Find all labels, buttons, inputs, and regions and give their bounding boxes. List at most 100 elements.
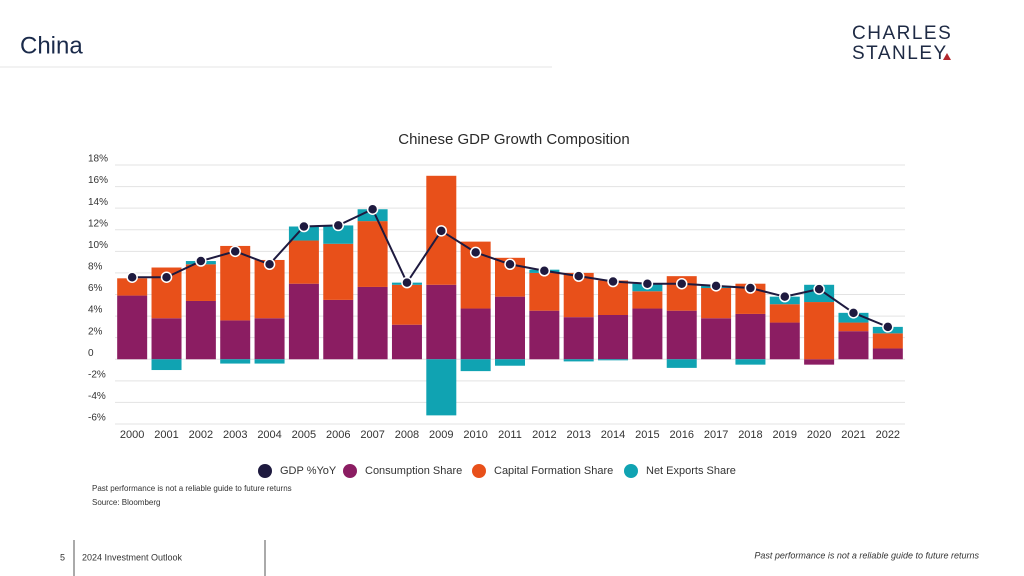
gdp-point (710, 280, 722, 292)
bar-segment (323, 243, 354, 300)
x-tick-label: 2013 (566, 429, 590, 441)
gdp-point (195, 255, 207, 267)
bar-segment (117, 295, 148, 360)
legend-label: Net Exports Share (646, 465, 736, 477)
bar-segment (838, 331, 869, 360)
bar-segment (872, 348, 903, 360)
bar-segment (220, 245, 251, 321)
legend-label: Consumption Share (365, 465, 462, 477)
bar-segment (495, 359, 525, 366)
bar-segment (598, 315, 629, 360)
footer-disclaimer: Past performance is not a reliable guide… (754, 550, 979, 560)
bar-segment (804, 359, 835, 365)
bar-segment (495, 296, 525, 360)
logo-line: STANLEY (852, 43, 948, 64)
gdp-point (882, 321, 894, 333)
bar-segment (357, 286, 388, 360)
gdp-point (160, 271, 173, 283)
x-tick-label: 2005 (292, 429, 316, 441)
bar-segment (735, 313, 766, 360)
legend-swatch (343, 464, 357, 478)
bar-segment (254, 318, 285, 360)
page-number: 5 (60, 552, 65, 562)
chart-note: Source: Bloomberg (92, 498, 160, 507)
bar-segment (804, 302, 835, 360)
gdp-point (263, 258, 276, 271)
x-tick-label: 2015 (635, 429, 659, 441)
x-tick-label: 2000 (120, 429, 144, 441)
bar-segment (666, 310, 697, 360)
x-tick-label: 2007 (360, 429, 384, 441)
gdp-point (298, 220, 310, 233)
bar-segment (563, 317, 594, 360)
y-tick-label: -2% (88, 369, 106, 380)
legend-label: GDP %YoY (280, 465, 337, 477)
y-tick-label: -6% (88, 413, 106, 424)
y-tick-label: 8% (88, 262, 103, 273)
x-tick-label: 2021 (841, 429, 865, 441)
x-tick-label: 2001 (154, 429, 178, 441)
x-tick-label: 2009 (429, 429, 453, 441)
gdp-point (229, 245, 241, 258)
bar-segment (426, 359, 457, 416)
gdp-point (332, 219, 345, 232)
y-tick-label: 12% (88, 218, 108, 229)
bar-segment (701, 318, 732, 360)
x-tick-label: 2002 (189, 429, 213, 441)
bar-segment (529, 310, 560, 360)
bar-segment (151, 318, 182, 360)
y-tick-label: 6% (88, 283, 103, 294)
legend-swatch (624, 464, 638, 478)
x-tick-label: 2003 (223, 429, 247, 441)
bar-segment (769, 322, 800, 360)
x-tick-label: 2020 (807, 429, 831, 441)
chart-title: Chinese GDP Growth Composition (398, 131, 630, 148)
gdp-point (675, 277, 688, 290)
bar-segment (426, 284, 457, 360)
bar-segment (185, 264, 216, 301)
bar-segment (254, 359, 285, 364)
gdp-point (607, 275, 619, 288)
bar-segment (323, 225, 354, 244)
gdp-point (126, 271, 138, 283)
bar-segment (288, 226, 319, 241)
gdp-point (366, 203, 379, 215)
bar-segment (220, 359, 251, 364)
x-tick-label: 2006 (326, 429, 350, 441)
slide-title: China (20, 32, 83, 59)
bar-segment (769, 304, 800, 323)
logo-triangle (943, 53, 951, 60)
y-tick-label: 16% (88, 175, 108, 186)
x-tick-label: 2019 (773, 429, 797, 441)
bar-segment (563, 359, 594, 362)
bar-segment (323, 299, 354, 360)
gdp-point (401, 276, 413, 289)
gdp-point (435, 225, 448, 237)
x-tick-label: 2011 (498, 429, 522, 441)
bar-segment (185, 300, 216, 360)
x-tick-label: 2017 (704, 429, 728, 441)
gdp-point (847, 307, 860, 319)
y-tick-label: 4% (88, 305, 103, 316)
bar-segment (117, 278, 148, 296)
bar-segment (598, 359, 629, 361)
gdp-point (504, 258, 516, 271)
y-tick-label: 10% (88, 240, 108, 251)
gdp-point (572, 270, 585, 282)
gdp-point (779, 290, 791, 303)
chart-note: Past performance is not a reliable guide… (92, 484, 292, 493)
bar-segment (357, 209, 388, 222)
y-tick-label: 2% (88, 326, 103, 337)
legend-swatch (472, 464, 486, 478)
y-tick-label: 14% (88, 197, 108, 208)
x-tick-label: 2022 (876, 429, 900, 441)
legend-label: Capital Formation Share (494, 465, 613, 477)
x-tick-label: 2016 (669, 429, 693, 441)
bar-segment (460, 308, 491, 360)
bar-segment (735, 359, 766, 365)
y-tick-label: -4% (88, 391, 106, 402)
footer-text: 2024 Investment Outlook (82, 552, 183, 562)
bar-segment (288, 240, 319, 284)
bar-segment (460, 359, 491, 372)
